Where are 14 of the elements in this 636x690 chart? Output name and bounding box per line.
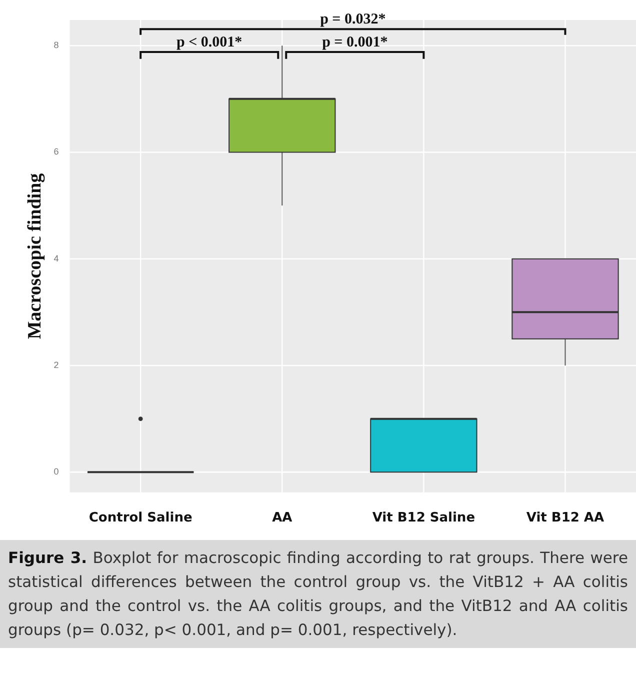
x-tick-label: AA (272, 510, 292, 526)
y-tick-label: 8 (54, 40, 59, 50)
x-tick-label: Vit B12 AA (526, 510, 604, 526)
y-tick-label: 0 (54, 466, 59, 477)
y-axis-title: Macroscopic finding (24, 172, 46, 340)
x-tick-label: Control Saline (88, 510, 192, 526)
y-tick-label: 6 (54, 146, 59, 157)
caption: Figure 3. Boxplot for macroscopic finding according to rat groups. There were statistical differences between the control group vs. the VitB12 + AA colitis group and the control vs. the AA colitis groups, and the VitB12 and AA colitis groups (p= 0.032, p< 0.001, and p= 0.001, respectively). (0, 540, 636, 648)
y-tick-label: 4 (54, 253, 59, 264)
x-tick-label: Vit B12 Saline (372, 510, 476, 526)
annotation: p = 0.001* (322, 34, 388, 50)
y-tick-label: 2 (54, 360, 59, 370)
annotation: p < 0.001* (176, 34, 242, 50)
annotation: p = 0.032* (320, 11, 386, 28)
